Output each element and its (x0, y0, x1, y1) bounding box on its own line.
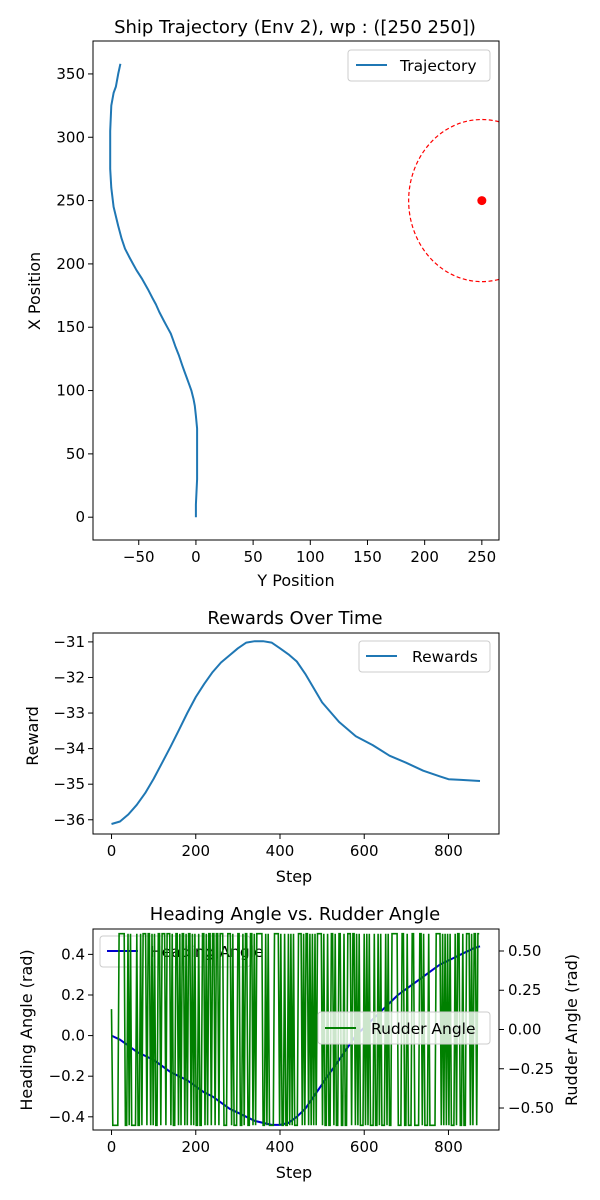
rudder-y-axis-label: Rudder Angle (rad) (562, 954, 581, 1106)
trajectory-y-tick-label: 300 (56, 128, 85, 146)
rudder-y-tick-label: 0.25 (508, 981, 541, 999)
trajectory-x-tick-label: 50 (244, 548, 263, 566)
rudder-y-tick-label: −0.50 (508, 1099, 554, 1117)
rudder-y-tick-label: 0.00 (508, 1021, 541, 1039)
rudder-line (110, 932, 480, 1127)
rudder-y-tick-label: −0.25 (508, 1060, 554, 1078)
rewards-plot-area (111, 640, 481, 825)
rewards-legend-box (358, 640, 491, 673)
trajectory-axes-frame (92, 40, 500, 541)
heading-rudder-x-tick-label: 200 (181, 1138, 210, 1156)
heading-rudder-x-ticks: 0 200 400 600 800 (107, 1130, 463, 1156)
rewards-x-tick-label: 0 (107, 842, 117, 860)
heading-rudder-chart: Heading Angle vs. Rudder Angle 0 200 400 60… (17, 904, 581, 1182)
rewards-axes-frame (92, 632, 500, 835)
trajectory-y-ticks: 0 50 100 150 200 250 300 350 (56, 65, 93, 526)
waypoint-marker (477, 196, 487, 206)
waypoint-radius-circle (408, 118, 499, 283)
rewards-y-tick-label: −35 (53, 775, 85, 793)
heading-rudder-chart-title: Heading Angle vs. Rudder Angle (150, 904, 440, 925)
rewards-chart-title: Rewards Over Time (207, 608, 382, 629)
heading-rudder-x-tick-label: 0 (107, 1138, 117, 1156)
rewards-x-tick-label: 400 (266, 842, 295, 860)
heading-y-tick-label: −0.4 (49, 1108, 85, 1126)
rewards-y-tick-label: −36 (53, 811, 85, 829)
rewards-x-ticks: 0 200 400 600 800 (107, 834, 463, 860)
heading-y-axis-label: Heading Angle (rad) (17, 949, 36, 1110)
trajectory-line (109, 63, 199, 518)
rewards-chart: Rewards Over Time 0 200 400 600 800 −36−35−3… (23, 608, 500, 886)
trajectory-y-axis-label: X Position (25, 252, 44, 330)
heading-y-tick-label: 0.4 (61, 945, 85, 963)
trajectory-x-tick-label: 250 (468, 548, 497, 566)
heading-y-tick-label: −0.2 (49, 1067, 85, 1085)
trajectory-x-ticks: −50 0 50 100 150 200 250 (123, 540, 496, 566)
trajectory-y-tick-label: 0 (75, 508, 85, 526)
rewards-y-tick-label: −34 (53, 740, 85, 758)
trajectory-x-axis-label: Y Position (256, 571, 334, 590)
trajectory-y-tick-label: 200 (56, 255, 85, 273)
trajectory-x-tick-label: 200 (410, 548, 439, 566)
trajectory-chart-title: Ship Trajectory (Env 2), wp : ([250 250]… (114, 17, 476, 38)
rewards-x-tick-label: 200 (181, 842, 210, 860)
heading-y-tick-label: 0.0 (61, 1027, 85, 1045)
trajectory-x-tick-label: 150 (353, 548, 382, 566)
rewards-x-tick-label: 600 (350, 842, 379, 860)
rewards-x-axis-label: Step (276, 867, 312, 886)
rudder-legend: Rudder Angle (317, 1011, 491, 1045)
rudder-y-tick-label: 0.50 (508, 942, 541, 960)
trajectory-x-tick-label: 0 (191, 548, 201, 566)
trajectory-chart: Ship Trajectory (Env 2), wp : ([250 250]… (25, 17, 500, 590)
rewards-x-tick-label: 800 (434, 842, 463, 860)
trajectory-legend: Trajectory (347, 49, 491, 82)
heading-y-tick-label: 0.2 (61, 986, 85, 1004)
rewards-legend-label: Rewards (412, 648, 478, 666)
trajectory-y-tick-label: 250 (56, 192, 85, 210)
trajectory-legend-label: Trajectory (399, 57, 477, 75)
rewards-legend: Rewards (358, 640, 491, 673)
rewards-y-tick-label: −33 (53, 704, 85, 722)
heading-rudder-x-tick-label: 600 (350, 1138, 379, 1156)
rewards-y-tick-label: −32 (53, 668, 85, 686)
heading-rudder-x-axis-label: Step (276, 1163, 312, 1182)
rewards-line (111, 640, 481, 825)
rudder-series (110, 932, 480, 1127)
trajectory-y-tick-label: 100 (56, 382, 85, 400)
rudder-legend-box (317, 1011, 491, 1045)
trajectory-y-tick-label: 50 (66, 445, 85, 463)
heading-y-ticks: −0.4 −0.2 0.0 0.2 0.4 (49, 945, 93, 1126)
heading-rudder-x-tick-label: 400 (266, 1138, 295, 1156)
rewards-y-tick-label: −31 (53, 633, 85, 651)
trajectory-y-tick-label: 150 (56, 318, 85, 336)
trajectory-x-tick-label: −50 (123, 548, 155, 566)
rudder-legend-label: Rudder Angle (371, 1020, 476, 1038)
trajectory-plot-area (109, 63, 499, 518)
rewards-y-axis-label: Reward (23, 706, 42, 766)
rudder-y-ticks: −0.50 −0.25 0.00 0.25 0.50 (499, 942, 554, 1117)
heading-rudder-x-tick-label: 800 (434, 1138, 463, 1156)
rewards-y-ticks: −36 −35 −34 −33 −32 −31 (53, 633, 93, 829)
trajectory-legend-box (347, 49, 491, 82)
trajectory-x-tick-label: 100 (296, 548, 325, 566)
trajectory-y-tick-label: 350 (56, 65, 85, 83)
